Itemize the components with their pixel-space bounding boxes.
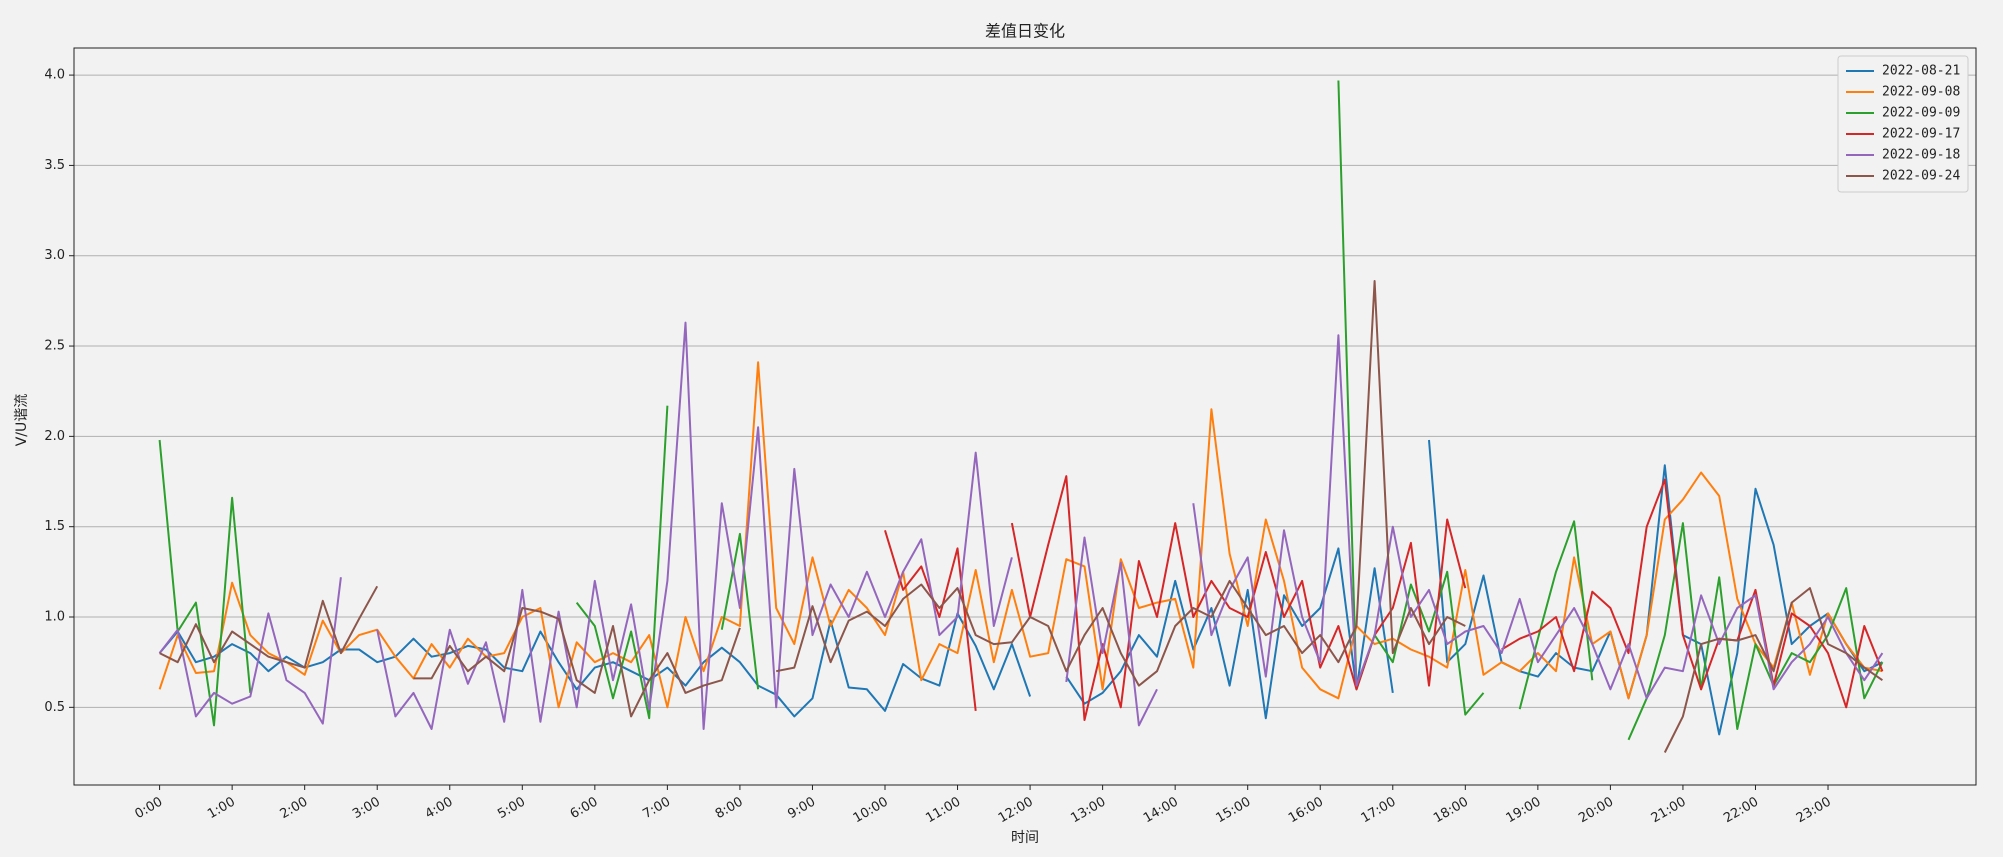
legend-label: 2022-09-24 [1882,169,1960,184]
plot-frame [73,47,1977,786]
y-tick-label: 3.5 [44,158,65,173]
x-axis-label: 时间 [1011,830,1039,846]
y-tick-label: 1.5 [44,519,65,534]
y-tick-label: 2.0 [44,429,65,444]
legend-box [1837,55,1969,193]
y-axis-label: V/U谐流 [14,394,30,447]
legend: 2022-08-21 2022-09-08 2022-09-09 2022-09-17… [1837,55,1969,193]
y-tick-label: 0.5 [44,700,65,715]
y-tick-label: 2.5 [44,339,65,354]
legend-label: 2022-09-09 [1882,106,1960,121]
y-tick-label: 4.0 [44,68,65,83]
y-tick-label: 1.0 [44,610,65,625]
y-tick-label: 3.0 [44,248,65,263]
series-line [158,80,1884,741]
series-line [158,321,1884,730]
legend-label: 2022-08-21 [1882,64,1960,79]
series-line [159,280,1883,753]
chart-title: 差值日变化 [985,22,1065,41]
legend-label: 2022-09-18 [1882,148,1960,163]
legend-label: 2022-09-08 [1882,85,1960,100]
series-line [158,361,1883,709]
legend-label: 2022-09-17 [1882,127,1960,142]
